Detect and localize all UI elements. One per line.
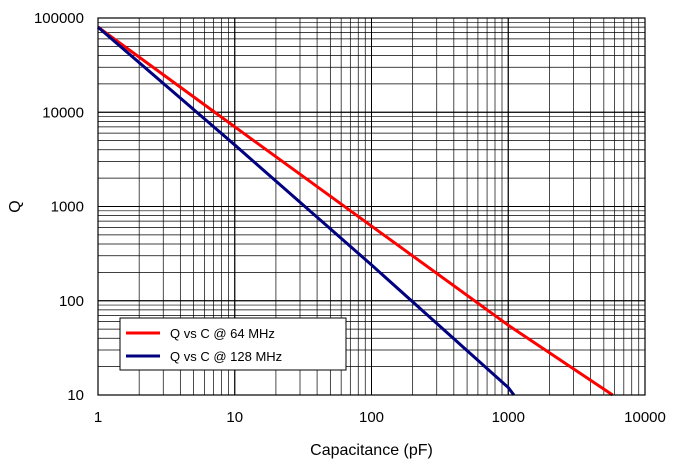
plot-frame [97, 17, 646, 396]
x-tick-label: 100 [359, 409, 384, 426]
x-tick-label: 1000 [492, 409, 525, 426]
legend-label-1: Q vs C @ 64 MHz [170, 326, 275, 341]
series-line-2 [97, 25, 516, 396]
y-tick-label: 100000 [34, 10, 84, 27]
series-line-1 [97, 25, 614, 397]
x-tick-label: 10000 [624, 409, 666, 426]
legend: Q vs C @ 64 MHz Q vs C @ 128 MHz [119, 317, 347, 371]
legend-box [119, 317, 347, 371]
y-tick-label: 10000 [42, 104, 84, 121]
y-axis-label: Q [7, 200, 24, 212]
tick-labels: 1 10 100 1000 10000 100000 10000 1000 100 10 [34, 10, 666, 426]
y-tick-label: 100 [59, 293, 84, 310]
series-lines [97, 25, 614, 397]
y-tick-label: 10 [67, 387, 84, 404]
grid [97, 17, 646, 396]
x-tick-label: 10 [226, 409, 243, 426]
x-axis-label: Capacitance (pF) [310, 442, 433, 459]
x-tick-label: 1 [94, 409, 102, 426]
legend-label-2: Q vs C @ 128 MHz [170, 349, 282, 364]
y-tick-label: 1000 [51, 199, 84, 216]
